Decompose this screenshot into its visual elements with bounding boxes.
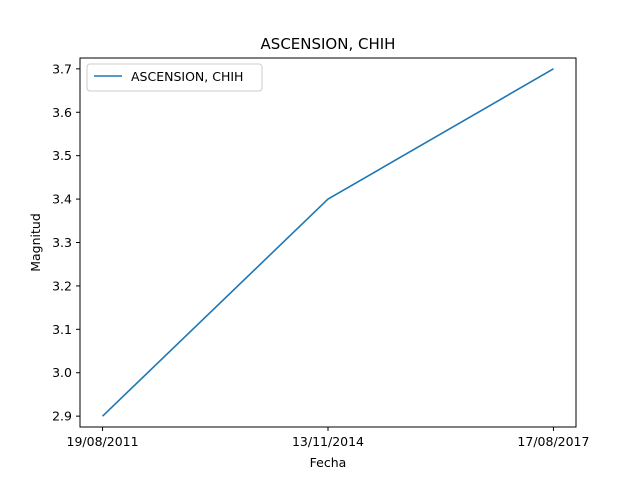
series-layer xyxy=(101,68,554,417)
y-tick-label: 3.3 xyxy=(52,235,72,250)
y-tick-label: 3.6 xyxy=(52,105,72,120)
x-axis: 19/08/2011 13/11/2014 17/08/2017 xyxy=(67,427,589,449)
y-tick-label: 3.0 xyxy=(52,365,72,380)
x-tick-label: 17/08/2017 xyxy=(517,434,589,449)
x-axis-label: Fecha xyxy=(310,455,347,470)
y-axis: 2.9 3.0 3.1 3.2 3.3 3.4 3.5 3.6 3.7 xyxy=(52,61,80,424)
legend: ASCENSION, CHIH xyxy=(86,63,263,92)
y-tick-label: 3.2 xyxy=(52,278,72,293)
y-tick-label: 3.5 xyxy=(52,148,72,163)
x-tick-label: 13/11/2014 xyxy=(292,434,364,449)
legend-entry-label: ASCENSION, CHIH xyxy=(131,69,243,84)
y-tick-label: 3.7 xyxy=(52,61,72,76)
y-tick-label: 3.4 xyxy=(52,192,72,207)
plot-area xyxy=(79,57,577,428)
y-axis-label: Magnitud xyxy=(28,213,43,272)
chart-title: ASCENSION, CHIH xyxy=(261,35,396,53)
y-tick-label: 2.9 xyxy=(52,409,72,424)
axes-frame xyxy=(79,57,577,428)
y-tick-label: 3.1 xyxy=(52,322,72,337)
x-tick-label: 19/08/2011 xyxy=(67,434,139,449)
legend-frame xyxy=(86,63,263,92)
